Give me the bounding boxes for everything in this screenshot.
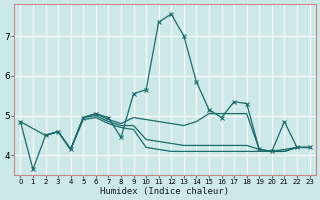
X-axis label: Humidex (Indice chaleur): Humidex (Indice chaleur) [100, 187, 229, 196]
